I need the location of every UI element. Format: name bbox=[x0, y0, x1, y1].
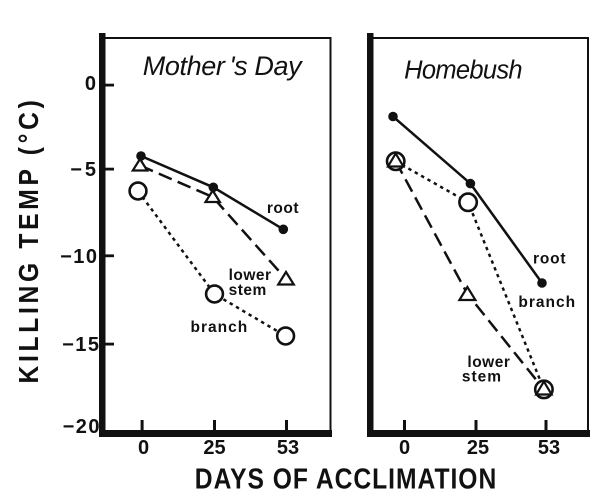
svg-text:53: 53 bbox=[277, 437, 299, 459]
svg-text:lower: lower bbox=[229, 267, 272, 284]
svg-text:DAYS OF ACCLIMATION: DAYS OF ACCLIMATION bbox=[195, 463, 497, 494]
svg-text:Homebush: Homebush bbox=[404, 57, 522, 85]
svg-text:stem: stem bbox=[462, 369, 502, 386]
svg-text:stem: stem bbox=[229, 282, 267, 299]
svg-text:0: 0 bbox=[399, 437, 410, 459]
svg-text:lower: lower bbox=[467, 354, 510, 371]
svg-text:53: 53 bbox=[538, 437, 560, 459]
svg-text:branch: branch bbox=[191, 319, 249, 336]
svg-text:KILLING TEMP (°C): KILLING TEMP (°C) bbox=[13, 96, 45, 383]
svg-text:root: root bbox=[267, 200, 299, 217]
svg-text:−10: −10 bbox=[60, 246, 98, 268]
svg-text:25: 25 bbox=[203, 437, 225, 459]
svg-text:25: 25 bbox=[467, 437, 489, 459]
svg-text:branch: branch bbox=[518, 294, 576, 311]
svg-text:root: root bbox=[533, 251, 566, 268]
svg-text:−5: −5 bbox=[70, 159, 99, 181]
svg-text:−20: −20 bbox=[63, 416, 101, 438]
svg-text:−15: −15 bbox=[62, 334, 100, 356]
svg-text:0: 0 bbox=[138, 437, 149, 459]
svg-text:Mother 's Day: Mother 's Day bbox=[143, 51, 303, 81]
svg-text:0: 0 bbox=[85, 73, 96, 95]
